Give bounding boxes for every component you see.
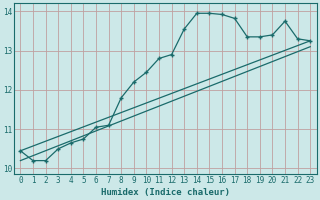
X-axis label: Humidex (Indice chaleur): Humidex (Indice chaleur) [101, 188, 230, 197]
